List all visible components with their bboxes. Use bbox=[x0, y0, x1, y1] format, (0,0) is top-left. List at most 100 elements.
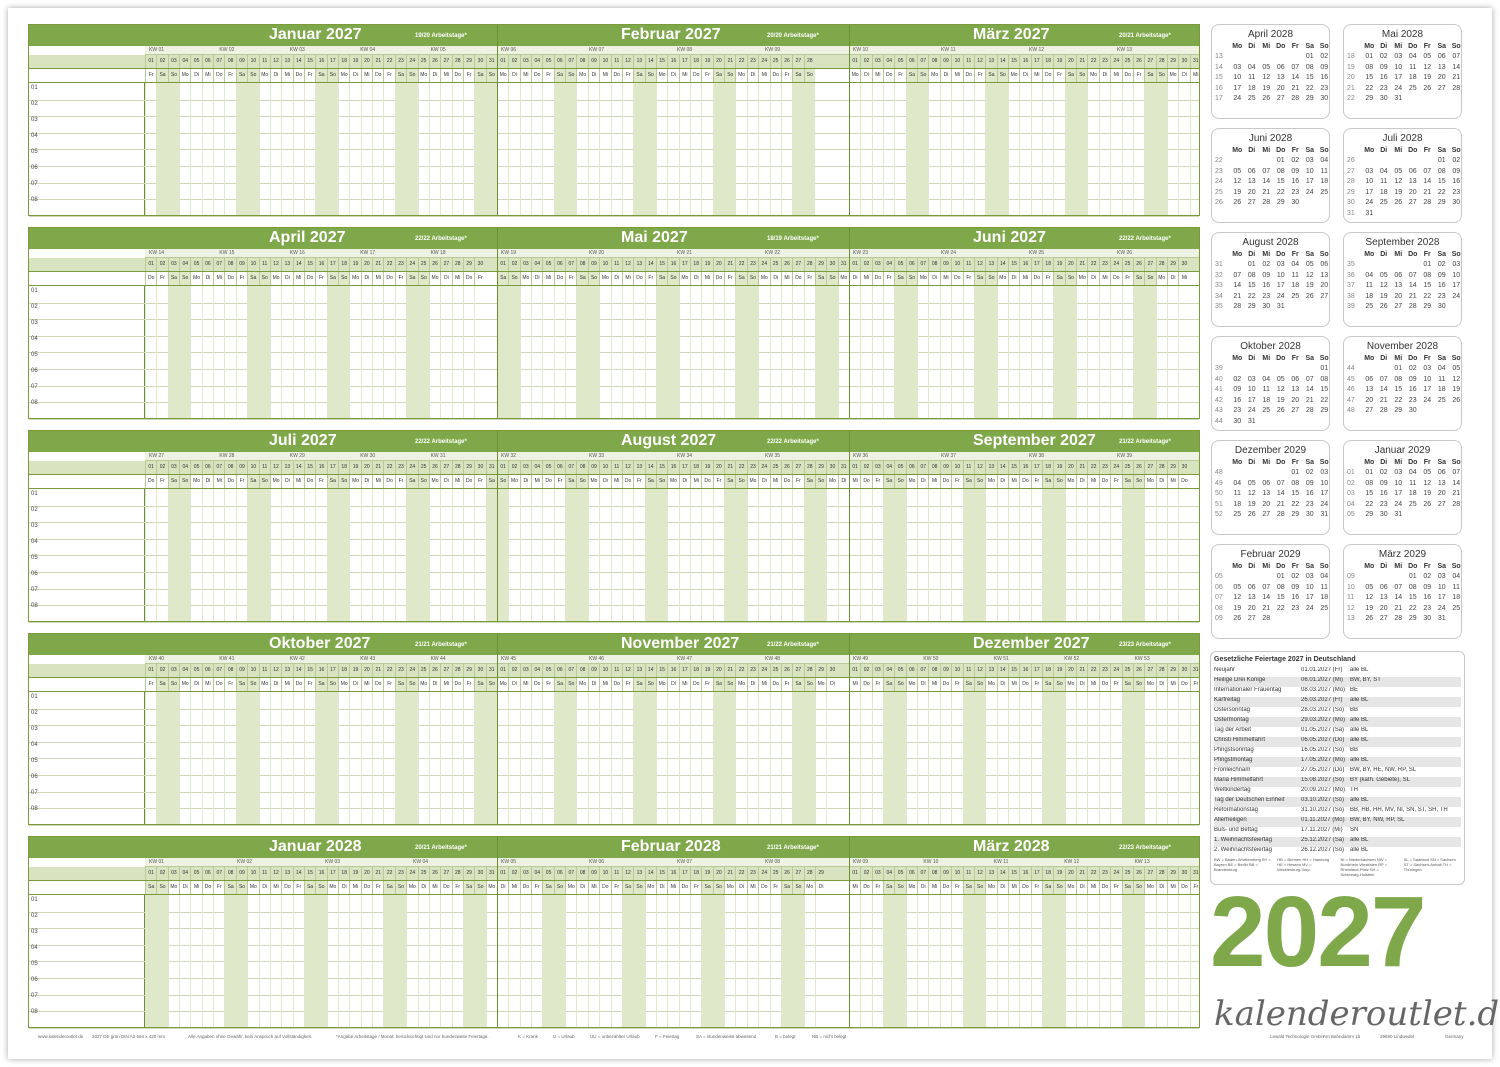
abbreviation-group: NI = Niedersachsen NW = Nordrhein-Westfa… bbox=[1340, 857, 1388, 877]
mini-day bbox=[1259, 418, 1274, 429]
weekday-cell: Sa bbox=[565, 475, 577, 488]
weekday-cell: Mo bbox=[1076, 272, 1087, 285]
mini-weekday: So bbox=[1319, 147, 1329, 154]
day-column-line bbox=[633, 83, 635, 215]
mini-day: 18 bbox=[1408, 74, 1417, 81]
day-column-line bbox=[587, 83, 589, 215]
date-cell: 13 bbox=[633, 867, 644, 880]
mini-day: 11 bbox=[1409, 63, 1417, 71]
mini-weekday: Mi bbox=[1394, 563, 1403, 570]
mini-day: 20 bbox=[1365, 396, 1374, 404]
day-column-line bbox=[905, 489, 907, 621]
mini-week-number: 49 bbox=[1215, 479, 1223, 487]
mini-weekday: Mo bbox=[1232, 355, 1243, 362]
mini-day: 22 bbox=[1437, 188, 1446, 196]
date-cell: 21 bbox=[724, 461, 735, 474]
date-cell: 17 bbox=[326, 55, 338, 68]
weekday-cell: Di bbox=[939, 69, 951, 82]
day-column-line bbox=[735, 692, 737, 824]
mini-weekday: Do bbox=[1276, 43, 1286, 50]
row-line bbox=[29, 352, 1199, 354]
day-column-line bbox=[269, 692, 271, 824]
weekday-cell: Sa bbox=[803, 475, 815, 488]
mini-day: 07 bbox=[1262, 583, 1271, 591]
weekday-cell: Do bbox=[372, 69, 383, 82]
date-cell: 07 bbox=[917, 867, 928, 880]
weekend-column bbox=[497, 286, 509, 418]
weekday-cell: Mi bbox=[269, 881, 281, 894]
mini-weekday-header: Mo Di Mi Do Fr Sa So bbox=[1362, 459, 1464, 466]
mini-week-number: 38 bbox=[1347, 292, 1355, 300]
weekday-cell: Do bbox=[792, 272, 803, 285]
mini-day: 28 bbox=[1276, 511, 1285, 518]
day-column-line bbox=[973, 286, 975, 418]
date-cell: 08 bbox=[224, 664, 235, 677]
date-cell: 10 bbox=[951, 55, 962, 68]
day-column-line bbox=[247, 692, 249, 824]
date-cell: 14 bbox=[996, 664, 1008, 677]
mini-day: 26 bbox=[1233, 615, 1242, 622]
holiday-date: 26.03.2027 (Fr) bbox=[1301, 697, 1343, 703]
weekday-cell: Mo bbox=[735, 69, 746, 82]
weekday-cell: Fr bbox=[462, 678, 474, 691]
mini-day: 17 bbox=[1305, 178, 1314, 185]
mini-weekday-header: Mo Di Mi Do Fr Sa So bbox=[1362, 147, 1464, 154]
weekday-cell: Fr bbox=[474, 475, 485, 488]
date-cell: 18 bbox=[338, 664, 349, 677]
date-cell: 07 bbox=[213, 461, 224, 474]
weekend-column bbox=[145, 895, 157, 1027]
mini-week-number: 21 bbox=[1347, 84, 1355, 92]
weekday-cell: Fr bbox=[145, 69, 156, 82]
mini-day: 13 bbox=[1276, 74, 1285, 81]
weekday-cell: So bbox=[1132, 678, 1145, 691]
week-number: KW 03 bbox=[325, 859, 341, 865]
mini-day: 20 bbox=[1320, 282, 1329, 289]
weekday-cell: Mo bbox=[258, 678, 270, 691]
mini-day bbox=[1245, 53, 1260, 64]
mini-weekday: Mi bbox=[1262, 563, 1271, 570]
weekend-column bbox=[621, 895, 634, 1027]
planning-grid: 01 02 03 04 05 06 07 08 bbox=[29, 83, 1199, 217]
mini-week-row: 18 01 02 03 04 05 06 07 bbox=[1346, 53, 1464, 64]
day-column-line bbox=[224, 83, 226, 215]
weekend-column bbox=[247, 692, 259, 824]
weekday-cell: Mi bbox=[939, 272, 951, 285]
weekday-cell: Di bbox=[610, 272, 622, 285]
date-cell: 11 bbox=[962, 461, 974, 474]
mini-week-number: 26 bbox=[1347, 157, 1355, 164]
day-column-line bbox=[451, 83, 453, 215]
mini-weeks: 09 01 02 03 04 10 05 06 07 08 09 10 11 11 12 13 14 15 16 17… bbox=[1346, 573, 1464, 626]
date-cell: 02 bbox=[860, 461, 871, 474]
weekday-cell: Sa bbox=[655, 272, 668, 285]
mini-day: 20 bbox=[1437, 74, 1446, 81]
weekday-cell: Fr bbox=[780, 69, 792, 82]
date-row: 01 02 03 04 05 06 07 08 09 10 11 12 13 14 15 16 17 18 19 20… bbox=[29, 867, 1199, 881]
weekday-cell: Mo bbox=[655, 678, 667, 691]
mini-day: 09 bbox=[1408, 375, 1417, 383]
mini-weekday-header: Mo Di Mi Do Fr Sa So bbox=[1230, 459, 1332, 466]
weekday-cell: Sa bbox=[542, 881, 554, 894]
day-column-line bbox=[281, 286, 283, 418]
mini-weekday: Sa bbox=[1305, 355, 1315, 362]
mini-day: 09 bbox=[1262, 271, 1271, 279]
mini-weekday: Sa bbox=[1305, 43, 1315, 50]
day-column-line bbox=[519, 895, 521, 1027]
day-column-line bbox=[667, 692, 669, 824]
footer-text: U = Urlaub bbox=[553, 1034, 575, 1039]
date-cell: 26 bbox=[1132, 664, 1144, 677]
mini-day: 24 bbox=[1452, 292, 1461, 300]
weekday-cell: Mi bbox=[1189, 69, 1201, 82]
mini-day: 15 bbox=[1365, 490, 1374, 497]
date-cell: 19 bbox=[701, 55, 712, 68]
date-cell: 16 bbox=[1019, 664, 1030, 677]
date-cell: 15 bbox=[303, 258, 315, 271]
date-cell: 25 bbox=[769, 461, 781, 474]
mini-weekday: Di bbox=[1380, 563, 1388, 570]
day-column-line bbox=[1166, 895, 1168, 1027]
date-cell: 22 bbox=[383, 258, 394, 271]
weekday-cell: Di bbox=[1076, 475, 1087, 488]
date-cell: 06 bbox=[201, 55, 213, 68]
weekday-cell: Do bbox=[769, 69, 781, 82]
mini-day: 16 bbox=[1291, 594, 1300, 601]
date-cell: 19 bbox=[1053, 867, 1064, 880]
